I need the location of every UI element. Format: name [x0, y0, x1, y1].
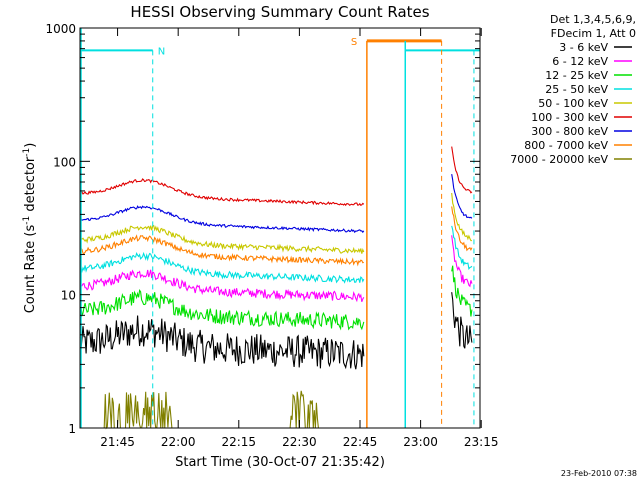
legend-label: 25 - 50 keV: [545, 83, 608, 96]
y-tick-label: 100: [53, 155, 76, 169]
y-tick-label: 10: [61, 289, 76, 303]
legend-label: 100 - 300 keV: [531, 111, 608, 124]
y-label-main: Count Rate (s: [23, 225, 38, 314]
x-tick-label: 22:00: [161, 435, 196, 449]
y-tick-label: 1: [68, 422, 76, 436]
y-label-end: ): [23, 143, 38, 148]
y-axis-label: Count Rate (s-1 detector-1): [22, 143, 38, 314]
legend-label: 50 - 100 keV: [538, 97, 608, 110]
x-tick-label: 23:00: [403, 435, 438, 449]
series-line: [451, 225, 473, 270]
y-label-sup2: -1: [22, 148, 32, 157]
legend-header-1: Det 1,3,4,5,6,9,: [550, 13, 636, 26]
series-line: [451, 146, 473, 194]
series-3-6-kev: [79, 292, 473, 370]
x-tick-label: 23:15: [464, 435, 499, 449]
x-tick-label: 21:45: [100, 435, 135, 449]
legend-label: 3 - 6 keV: [559, 41, 608, 54]
series-line: [451, 292, 473, 349]
annotation-layer: NS: [80, 28, 480, 428]
y-label-sup1: -1: [22, 216, 32, 225]
footer-date: 23-Feb-2010 07:38: [561, 469, 637, 478]
x-axis-label: Start Time (30-Oct-07 21:35:42): [175, 455, 385, 470]
series-line: [79, 178, 365, 207]
series-line: [451, 235, 473, 288]
series-line: [451, 192, 472, 242]
series-layer: [79, 146, 473, 430]
series-50-100-kev: [79, 192, 472, 254]
y-label-mid: detector: [23, 156, 38, 216]
series-25-50-kev: [79, 225, 473, 284]
legend-header-2: FDecim 1, Att 0: [551, 27, 636, 40]
series-line: [451, 174, 473, 219]
y-tick-label: 1000: [45, 22, 76, 36]
series-7000-20000-kev: [80, 390, 472, 430]
axis-layer: 21:45 22:00 22:15 22:30 22:45 23:00 23:15 1 10 10…: [45, 22, 498, 449]
x-tick-label: 22:45: [343, 435, 378, 449]
series-line: [451, 206, 473, 252]
series-line: [79, 269, 365, 303]
x-tick-label: 22:30: [282, 435, 317, 449]
series-line: [79, 289, 365, 331]
series-12-25-kev: [79, 265, 473, 331]
series-800-7000-kev: [79, 206, 473, 267]
legend: Det 1,3,4,5,6,9, FDecim 1, Att 0 3 - 6 k…: [510, 13, 636, 166]
series-line: [79, 251, 365, 284]
series-6-12-kev: [79, 235, 473, 303]
x-tick-label: 22:15: [221, 435, 256, 449]
plot-frame: [79, 27, 481, 429]
series-line: [80, 390, 364, 430]
series-line: [79, 205, 365, 234]
series-300-800-kev: [79, 174, 473, 234]
legend-label: 12 - 25 keV: [545, 69, 608, 82]
legend-label: 800 - 7000 keV: [524, 139, 608, 152]
legend-label: 6 - 12 keV: [552, 55, 608, 68]
night-label: N: [158, 46, 165, 57]
legend-label: 300 - 800 keV: [531, 125, 608, 138]
series-line: [79, 315, 365, 370]
legend-label: 7000 - 20000 keV: [510, 153, 608, 166]
series-line: [79, 224, 365, 254]
saa-label: S: [351, 37, 357, 48]
series-100-300-kev: [79, 146, 473, 207]
chart-title: HESSI Observing Summary Count Rates: [130, 3, 429, 21]
series-line: [79, 234, 364, 267]
series-line: [451, 265, 473, 317]
